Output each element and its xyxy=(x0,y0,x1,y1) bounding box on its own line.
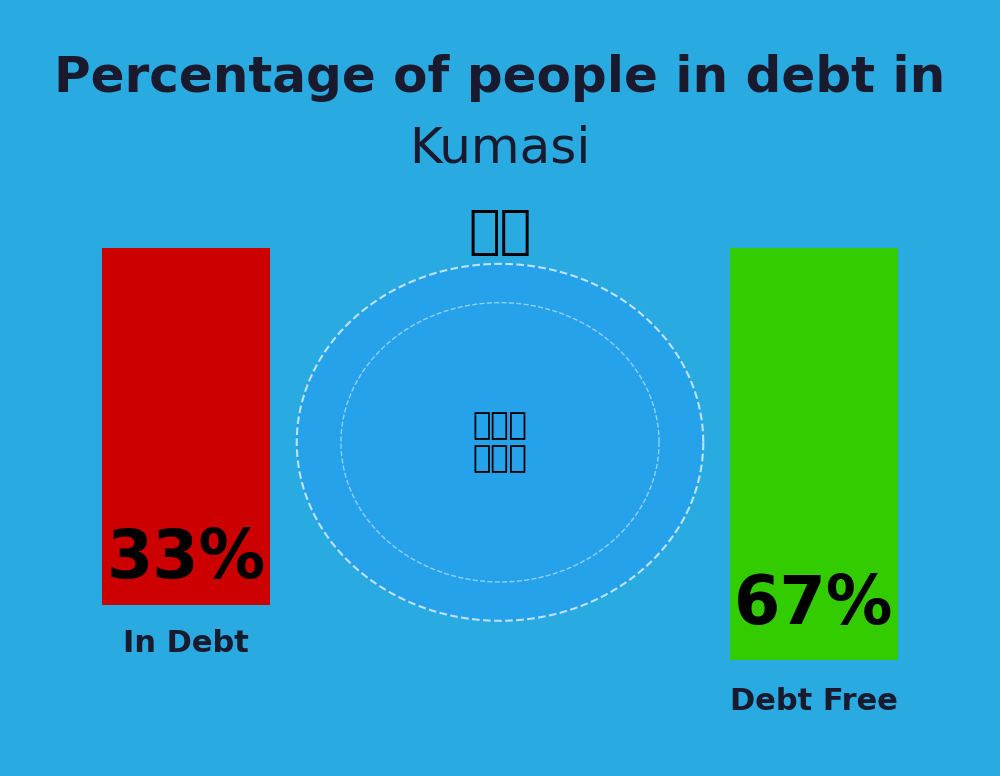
Text: In Debt: In Debt xyxy=(123,629,249,657)
Text: Percentage of people in debt in: Percentage of people in debt in xyxy=(54,54,946,102)
Text: 💰🏦💳
🏠📊💵: 💰🏦💳 🏠📊💵 xyxy=(473,411,527,473)
Circle shape xyxy=(297,264,703,621)
Text: 67%: 67% xyxy=(734,572,893,639)
Text: Debt Free: Debt Free xyxy=(730,687,898,715)
Text: 33%: 33% xyxy=(107,525,266,592)
FancyBboxPatch shape xyxy=(730,248,898,660)
Text: 🇬🇭: 🇬🇭 xyxy=(468,206,532,258)
FancyBboxPatch shape xyxy=(102,248,270,605)
Text: Kumasi: Kumasi xyxy=(409,124,591,172)
